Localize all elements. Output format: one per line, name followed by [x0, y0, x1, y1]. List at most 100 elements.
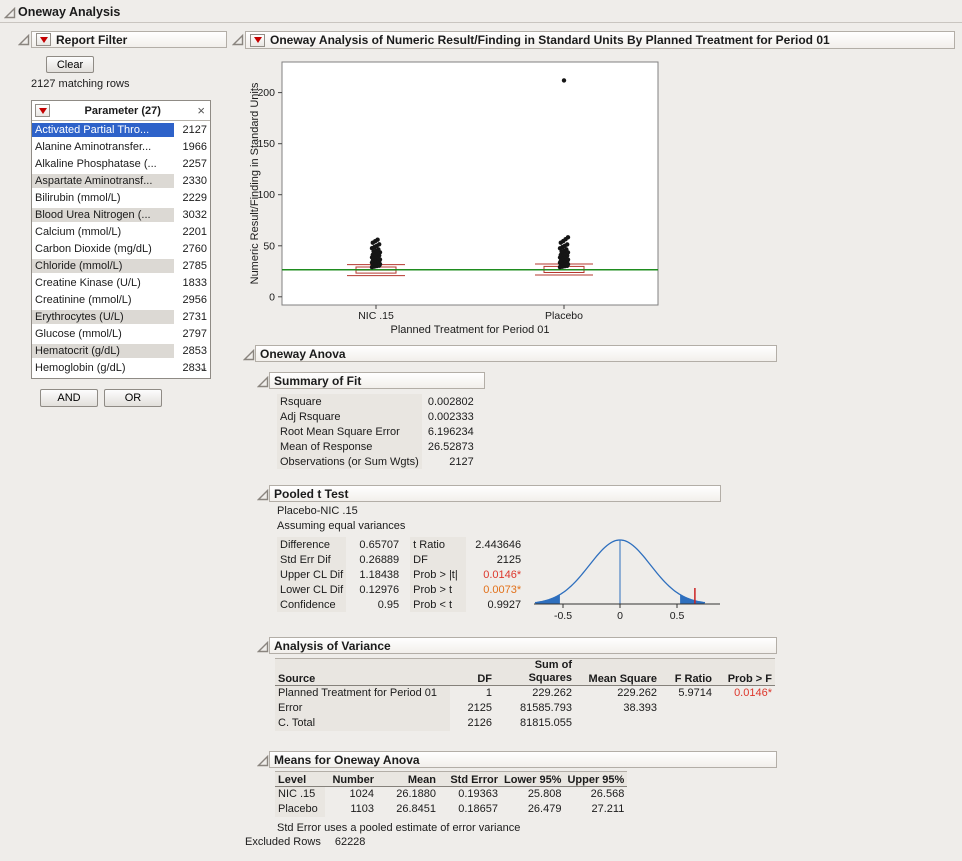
parameter-list-item[interactable]: Hematocrit (g/dL)2853 — [32, 342, 210, 359]
parameter-list-item[interactable]: Hemoglobin (g/dL)2831 — [32, 359, 210, 376]
parameter-list-item[interactable]: Activated Partial Thro...2127 — [32, 121, 210, 138]
significant-value: 0.0073* — [466, 582, 524, 597]
contrast-label: Placebo-NIC .15 — [277, 505, 524, 520]
row-count: 2229 — [174, 192, 210, 204]
row-count: 2785 — [174, 260, 210, 272]
table-row: Root Mean Square Error6.196234 — [277, 424, 477, 439]
parameter-list-item[interactable]: Glucose (mmol/L)2797 — [32, 325, 210, 342]
report-red-triangle-menu[interactable] — [250, 34, 265, 47]
curve-x-tick-label: -0.5 — [554, 610, 572, 622]
red-triangle-icon — [254, 37, 262, 43]
t-test-density-plot: -0.500.5 — [520, 526, 730, 628]
filter-disclosure-icon[interactable] — [18, 34, 30, 46]
data-point[interactable] — [562, 78, 566, 82]
means-table: Level Number Mean Std Error Lower 95% Up… — [275, 771, 627, 817]
excluded-rows-label: Excluded Rows — [245, 836, 321, 848]
title-separator — [0, 22, 962, 23]
means-disclosure-icon[interactable] — [257, 755, 269, 767]
oneway-scatter-plot[interactable]: 050100150200NIC .15PlaceboPlanned Treatm… — [246, 56, 666, 342]
analysis-of-variance-header: Analysis of Variance — [269, 637, 777, 654]
report-disclosure-icon[interactable] — [232, 34, 244, 46]
table-row: Rsquare0.002802 — [277, 394, 477, 409]
table-header-row: Source DF Sum of Squares Mean Square F R… — [275, 659, 775, 686]
row-count: 1833 — [174, 277, 210, 289]
x-tick-label: Placebo — [545, 310, 583, 322]
table-row: Observations (or Sum Wgts)2127 — [277, 454, 477, 469]
and-button[interactable]: AND — [40, 389, 98, 407]
summary-of-fit-title: Summary of Fit — [274, 374, 361, 388]
plot-frame[interactable] — [282, 62, 658, 305]
parameter-list-item[interactable]: Aspartate Aminotransf...2330 — [32, 172, 210, 189]
anova-disclosure-icon[interactable] — [243, 349, 255, 361]
parameter-list-item[interactable]: Calcium (mmol/L)2201 — [32, 223, 210, 240]
variance-note: Assuming equal variances — [277, 520, 524, 535]
or-button[interactable]: OR — [104, 389, 162, 407]
row-count: 3032 — [174, 209, 210, 221]
table-row: Mean of Response26.52873 — [277, 439, 477, 454]
y-axis-title: Numeric Result/Finding in Standard Units — [249, 82, 261, 284]
report-filter-red-triangle-menu[interactable] — [36, 33, 51, 46]
red-triangle-icon — [40, 37, 48, 43]
data-point[interactable] — [377, 242, 381, 246]
table-header-row: Level Number Mean Std Error Lower 95% Up… — [275, 772, 627, 787]
pooled-t-test-block: Placebo-NIC .15 Assuming equal variances… — [277, 505, 524, 612]
t-test-estimates-table: Difference0.65707 Std Err Dif0.26889 Upp… — [277, 537, 402, 612]
window-title: Oneway Analysis — [18, 5, 120, 19]
row-count: 2731 — [174, 311, 210, 323]
excluded-rows-value: 62228 — [335, 836, 366, 848]
row-count: 2127 — [174, 124, 210, 136]
table-row: Confidence0.95 — [277, 597, 402, 612]
report-title: Oneway Analysis of Numeric Result/Findin… — [270, 33, 830, 47]
oneway-anova-header: Oneway Anova — [255, 345, 777, 362]
aov-disclosure-icon[interactable] — [257, 641, 269, 653]
parameter-list-item[interactable]: Erythrocytes (U/L)2731 — [32, 308, 210, 325]
window-disclosure-icon[interactable] — [4, 7, 16, 19]
parameter-list-item[interactable]: Alanine Aminotransfer...1966 — [32, 138, 210, 155]
summary-disclosure-icon[interactable] — [257, 376, 269, 388]
means-footnote: Std Error uses a pooled estimate of erro… — [277, 822, 520, 834]
table-row: Lower CL Dif0.12976 — [277, 582, 402, 597]
table-row: C. Total 2126 81815.055 — [275, 716, 775, 731]
clear-button[interactable]: Clear — [46, 56, 94, 73]
row-count: 2956 — [174, 294, 210, 306]
parameter-list-item[interactable]: Bilirubin (mmol/L)2229 — [32, 189, 210, 206]
parameter-red-triangle-menu[interactable] — [35, 104, 50, 117]
means-header: Means for Oneway Anova — [269, 751, 777, 768]
parameter-list-title: Parameter (27) — [53, 105, 192, 117]
row-count: 2797 — [174, 328, 210, 340]
table-row: DF2125 — [410, 552, 524, 567]
y-tick-label: 0 — [269, 291, 275, 303]
significant-value: 0.0146* — [466, 567, 524, 582]
ttest-disclosure-icon[interactable] — [257, 489, 269, 501]
scroll-down-arrow[interactable]: ⌄ — [199, 364, 208, 372]
parameter-list-item[interactable]: Creatine Kinase (U/L)1833 — [32, 274, 210, 291]
row-count: 2201 — [174, 226, 210, 238]
y-tick-label: 50 — [263, 240, 275, 252]
x-axis-title: Planned Treatment for Period 01 — [391, 324, 550, 336]
table-row: Difference0.65707 — [277, 537, 402, 552]
table-row: Planned Treatment for Period 01 1 229.26… — [275, 686, 775, 701]
curve-x-tick-label: 0.5 — [670, 610, 685, 622]
table-row: Std Err Dif0.26889 — [277, 552, 402, 567]
matching-rows-text: 2127 matching rows — [31, 78, 129, 90]
oneway-anova-title: Oneway Anova — [260, 347, 346, 361]
excluded-rows: Excluded Rows 62228 — [245, 836, 365, 848]
parameter-list: Parameter (27) × Activated Partial Thro.… — [31, 100, 211, 379]
pooled-t-test-header: Pooled t Test — [269, 485, 721, 502]
row-count: 1966 — [174, 141, 210, 153]
data-point[interactable] — [375, 238, 379, 242]
row-count: 2853 — [174, 345, 210, 357]
parameter-list-item[interactable]: Creatinine (mmol/L)2956 — [32, 291, 210, 308]
close-icon[interactable]: × — [195, 104, 207, 117]
table-row: Prob > |t|0.0146* — [410, 567, 524, 582]
data-point[interactable] — [565, 242, 569, 246]
table-row: Prob < t0.9927 — [410, 597, 524, 612]
parameter-list-item[interactable]: Alkaline Phosphatase (...2257 — [32, 155, 210, 172]
parameter-list-item[interactable]: Carbon Dioxide (mg/dL)2760 — [32, 240, 210, 257]
data-point[interactable] — [566, 235, 570, 239]
report-header: Oneway Analysis of Numeric Result/Findin… — [245, 31, 955, 49]
summary-of-fit-table: Rsquare0.002802 Adj Rsquare0.002333 Root… — [277, 394, 477, 469]
parameter-list-item[interactable]: Blood Urea Nitrogen (...3032 — [32, 206, 210, 223]
row-count: 2760 — [174, 243, 210, 255]
parameter-list-item[interactable]: Chloride (mmol/L)2785 — [32, 257, 210, 274]
